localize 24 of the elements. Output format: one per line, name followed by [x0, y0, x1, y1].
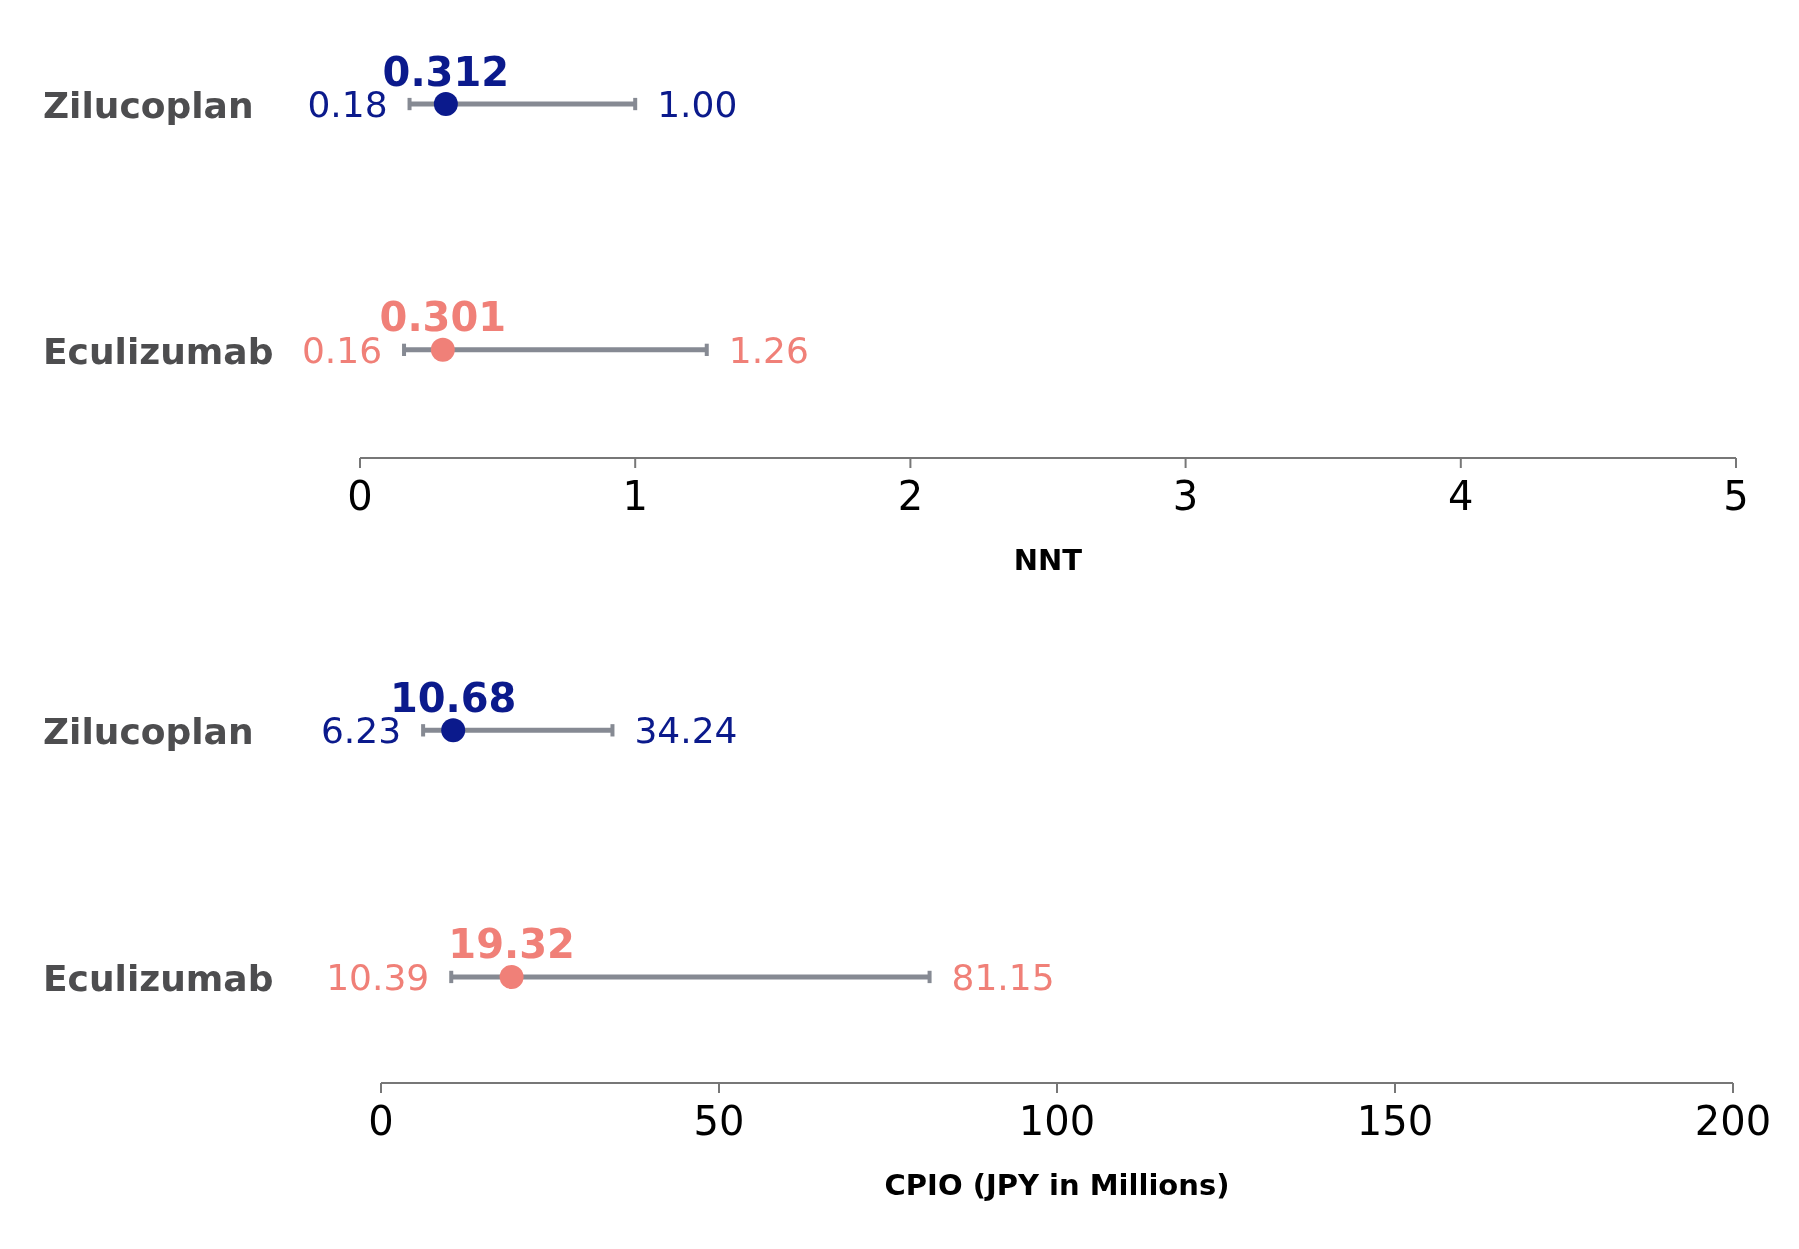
x-axis-title: CPIO (JPY in Millions)	[884, 1168, 1230, 1202]
annotation: 81.15	[951, 956, 1055, 998]
x-tick-label: 0	[347, 473, 373, 520]
x-tick-label: 3	[1172, 473, 1199, 520]
x-tick-label: 1	[622, 473, 648, 520]
annotation: 0.18	[307, 83, 388, 125]
x-tick-label: 5	[1723, 473, 1749, 520]
data-label: 19.32	[448, 921, 575, 968]
annotation: 1.26	[728, 329, 809, 371]
y-tick-label: Eculizumab	[43, 330, 274, 372]
y-tick-label: Eculizumab	[43, 957, 274, 999]
x-axis-title: NNT	[1013, 543, 1083, 577]
annotation: 1.00	[657, 83, 738, 125]
annotation: 34.24	[634, 710, 738, 752]
y-tick-label: Zilucoplan	[43, 711, 254, 753]
y-tick-label: Zilucoplan	[43, 85, 254, 127]
x-tick-label: 100	[1018, 1098, 1096, 1145]
x-tick-label: 4	[1448, 473, 1474, 520]
x-tick-label: 50	[693, 1098, 745, 1145]
annotation: 10.39	[326, 956, 430, 998]
x-tick-label: 0	[368, 1098, 394, 1145]
x-tick-label: 200	[1694, 1098, 1772, 1145]
x-tick-label: 2	[897, 473, 924, 520]
x-tick-label: 150	[1356, 1098, 1434, 1145]
